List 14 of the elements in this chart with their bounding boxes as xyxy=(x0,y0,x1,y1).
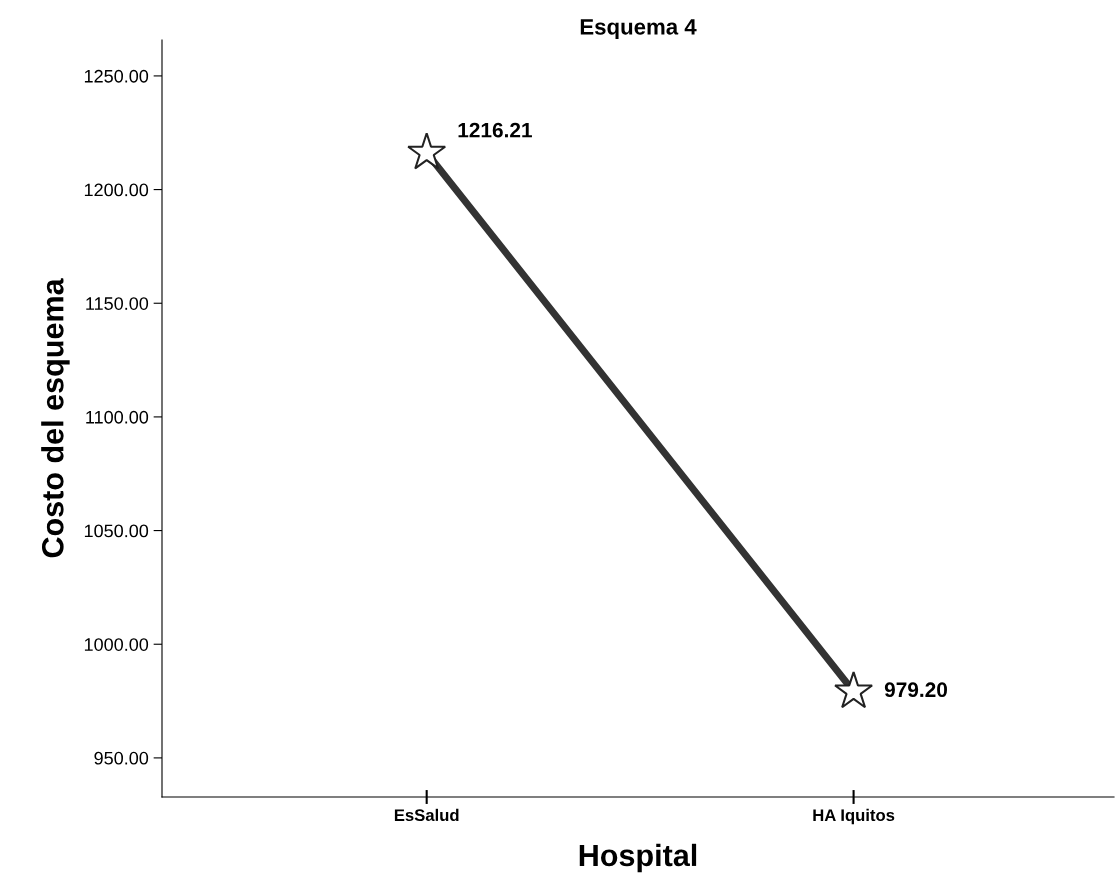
x-tick-label: HA Iquitos xyxy=(813,808,895,825)
text: 979.20 xyxy=(884,682,948,698)
y-tick-label: 1100.00 xyxy=(86,410,149,424)
y-tick-label: 1050.00 xyxy=(84,524,149,538)
y-tick-label: 1200.00 xyxy=(84,183,149,197)
chart-title: Esquema 4 xyxy=(580,19,697,40)
x-tick-label: EsSalud xyxy=(394,808,459,822)
y-axis-title: Costo del esquema xyxy=(41,278,70,558)
y-tick-label: 1000.00 xyxy=(84,638,149,651)
y-tick-label: 950.00 xyxy=(94,751,149,765)
y-tick-label: 1250.00 xyxy=(84,69,149,83)
x-axis-title: Hospital xyxy=(579,843,697,873)
text: 1216.21 xyxy=(458,122,532,138)
y-tick-label: 1150.00 xyxy=(86,297,149,310)
